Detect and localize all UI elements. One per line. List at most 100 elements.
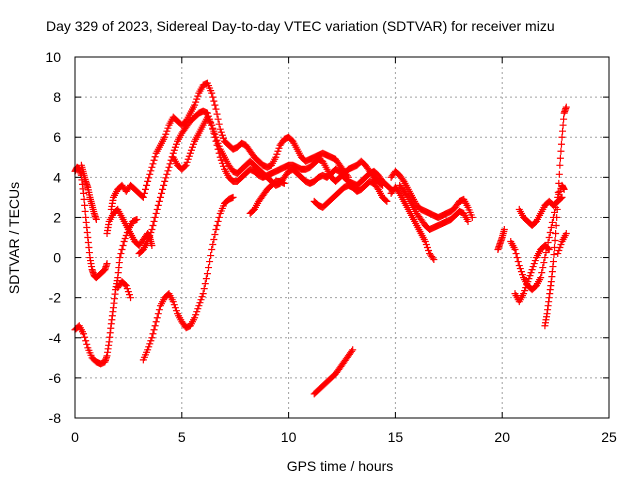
series-arc-12 [310, 177, 391, 211]
data-point [212, 225, 220, 233]
data-point [140, 189, 148, 197]
data-point [172, 140, 180, 148]
data-point [170, 301, 178, 309]
data-point [530, 260, 538, 268]
data-point [512, 250, 520, 258]
data-point [133, 215, 141, 223]
data-point [121, 235, 129, 243]
data-points [71, 79, 570, 398]
data-point [210, 97, 218, 105]
data-point [545, 246, 553, 254]
data-point [558, 193, 566, 201]
data-point [553, 205, 561, 213]
data-point [219, 162, 227, 170]
data-point [552, 229, 560, 237]
data-point [183, 158, 191, 166]
data-point [559, 121, 567, 129]
data-point [191, 101, 199, 109]
chart-title: Day 329 of 2023, Sidereal Day-to-day VTE… [46, 18, 555, 34]
data-point [516, 265, 524, 273]
data-point [147, 167, 155, 175]
data-point [208, 246, 216, 254]
y-tick-label: 0 [53, 250, 61, 266]
data-point [209, 124, 217, 132]
data-point [229, 193, 237, 201]
data-point [540, 259, 548, 267]
data-point [538, 269, 546, 277]
data-point [171, 143, 179, 151]
data-point [141, 185, 149, 193]
data-point [154, 310, 162, 318]
data-point [150, 217, 158, 225]
series-arc-7 [135, 107, 387, 258]
data-point [80, 330, 88, 338]
data-point [147, 228, 155, 236]
data-point [556, 154, 564, 162]
data-point [156, 193, 164, 201]
series-arc-13 [387, 167, 476, 221]
data-point [216, 125, 224, 133]
data-point [211, 230, 219, 238]
data-point [139, 193, 147, 201]
data-point [150, 326, 158, 334]
data-point [422, 241, 430, 249]
y-tick-label: -6 [49, 370, 62, 386]
data-point [541, 254, 549, 262]
data-point [170, 146, 178, 154]
data-point [163, 127, 171, 135]
data-point [214, 139, 222, 147]
data-point [213, 221, 221, 229]
data-point [149, 330, 157, 338]
y-tick-label: 8 [53, 89, 61, 105]
series-arc-5 [114, 278, 135, 302]
x-tick-label: 0 [71, 429, 79, 445]
data-point [146, 231, 154, 239]
data-point [544, 239, 552, 247]
y-tick-label: -8 [49, 410, 62, 426]
data-point [500, 225, 508, 233]
data-point [193, 308, 201, 316]
data-point [551, 237, 559, 245]
y-tick-label: 10 [45, 49, 61, 65]
data-point [148, 334, 156, 342]
data-point [217, 128, 225, 136]
data-point [182, 161, 190, 169]
data-point [550, 251, 558, 259]
data-point [155, 197, 163, 205]
data-point [520, 290, 528, 298]
data-point [527, 269, 535, 277]
series-arc-8 [169, 113, 395, 193]
data-point [215, 142, 223, 150]
data-point [152, 318, 160, 326]
data-point [212, 133, 220, 141]
data-point [118, 246, 126, 254]
data-point [187, 146, 195, 154]
data-point [144, 346, 152, 354]
data-point [164, 167, 172, 175]
data-point [555, 247, 563, 255]
data-point [145, 343, 153, 351]
y-tick-label: 2 [53, 209, 61, 225]
data-point [161, 133, 169, 141]
data-point [421, 238, 429, 246]
series-arc-18 [511, 242, 553, 306]
data-point [197, 296, 205, 304]
series-arc-1 [71, 163, 111, 282]
data-point [219, 134, 227, 142]
data-point [164, 124, 172, 132]
data-point [147, 337, 155, 345]
data-point [526, 272, 534, 280]
data-point [517, 268, 525, 276]
series-arc-9 [139, 193, 237, 364]
x-tick-label: 20 [494, 429, 510, 445]
data-point [149, 160, 157, 168]
data-point [151, 322, 159, 330]
data-point [545, 234, 553, 241]
data-point [213, 110, 221, 118]
data-point [196, 299, 204, 307]
data-point [546, 228, 554, 236]
data-point [205, 264, 212, 272]
data-point [557, 140, 565, 148]
data-point [557, 194, 565, 202]
